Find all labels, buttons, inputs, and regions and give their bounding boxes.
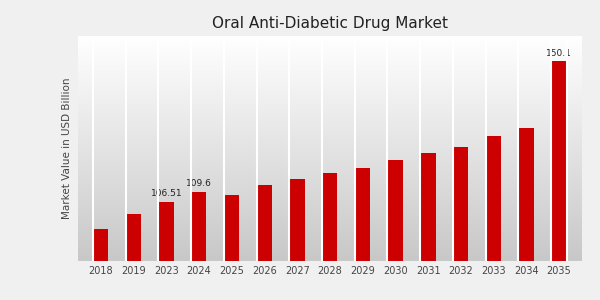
Bar: [257, 185, 272, 300]
Bar: [192, 192, 206, 300]
Bar: [519, 128, 534, 300]
Bar: [421, 153, 436, 300]
Title: Oral Anti-Diabetic Drug Market: Oral Anti-Diabetic Drug Market: [212, 16, 448, 31]
Bar: [94, 229, 108, 300]
Bar: [552, 61, 566, 300]
Bar: [388, 160, 403, 300]
Bar: [126, 214, 141, 300]
Text: 106.51: 106.51: [151, 189, 182, 198]
Bar: [355, 168, 370, 300]
Bar: [454, 147, 468, 300]
Bar: [224, 195, 239, 300]
Y-axis label: Market Value in USD Billion: Market Value in USD Billion: [62, 78, 73, 219]
Bar: [290, 179, 305, 300]
Bar: [323, 172, 337, 300]
Text: 109.6: 109.6: [186, 179, 212, 188]
Text: 150.1: 150.1: [546, 49, 572, 58]
Bar: [486, 136, 501, 300]
Bar: [159, 202, 174, 300]
